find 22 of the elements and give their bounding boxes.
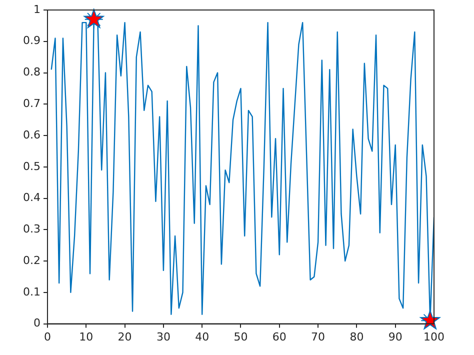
x-tick-label: 80 xyxy=(350,330,364,344)
x-tick-label: 0 xyxy=(44,330,51,344)
y-tick-label: 0 xyxy=(33,316,40,330)
y-tick-label: 0.2 xyxy=(22,254,40,267)
y-tick-label: 0.9 xyxy=(22,34,40,48)
x-tick-label: 20 xyxy=(118,330,132,344)
y-tick-label: 0.1 xyxy=(22,285,40,298)
x-tick-label: 60 xyxy=(272,330,286,344)
y-tick-label: 0.5 xyxy=(22,160,40,173)
x-tick-label: 70 xyxy=(311,330,326,344)
x-tick-label: 90 xyxy=(388,330,402,344)
y-tick-label: 1 xyxy=(33,2,40,16)
y-tick-label: 0.3 xyxy=(22,222,40,236)
x-tick-label: 10 xyxy=(79,330,94,344)
x-tick-label: 50 xyxy=(234,330,248,344)
x-tick-label: 100 xyxy=(424,330,444,344)
y-tick-label: 0.6 xyxy=(22,128,40,142)
y-tick-label: 0.4 xyxy=(22,191,40,204)
x-tick-label: 40 xyxy=(195,330,210,344)
x-tick-label: 30 xyxy=(156,330,170,344)
y-tick-label: 0.7 xyxy=(22,97,40,110)
y-tick-label: 0.8 xyxy=(22,66,40,79)
